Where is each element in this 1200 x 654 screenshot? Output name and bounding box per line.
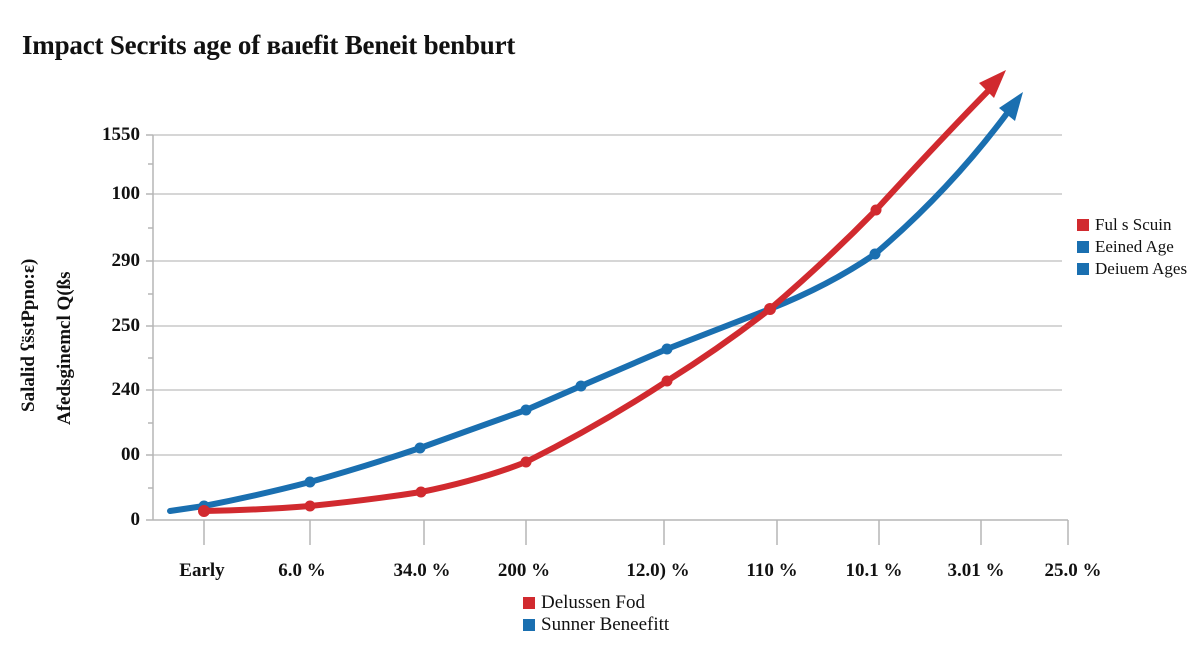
chart-title: Impact Secrits age of ʙaıefit Beneit ben… xyxy=(22,30,516,60)
legend-label: Eeined Age xyxy=(1095,237,1174,256)
legend-swatch-red xyxy=(523,597,535,609)
legend-bottom: Delussen Fod Sunner Beneefitt xyxy=(523,592,669,636)
series-blue xyxy=(167,92,1023,514)
x-tick-label: 3.01 % xyxy=(947,560,1005,581)
y-tick-label: 240 xyxy=(111,379,141,400)
legend-item[interactable]: Eeined Age xyxy=(1077,236,1187,258)
legend-item[interactable]: Delussen Fod xyxy=(523,592,669,614)
legend-label: Deiuem Ages xyxy=(1095,259,1188,278)
x-tick-label: 34.0 % xyxy=(393,560,451,581)
legend-swatch-blue xyxy=(1077,263,1089,275)
y-tick-label: 00 xyxy=(121,444,140,465)
x-tick-label: 25.0 % xyxy=(1044,560,1102,581)
x-tick-label: 10.1 % xyxy=(845,560,903,581)
gridlines xyxy=(153,134,1062,456)
series-red xyxy=(198,70,1006,517)
y-tick-label: 290 xyxy=(111,250,141,271)
legend-label: Sunner Beneefitt xyxy=(541,614,670,635)
axes xyxy=(146,134,1069,545)
y-tick-label: 100 xyxy=(111,183,141,204)
y-tick-label: 0 xyxy=(130,509,141,530)
legend-item[interactable]: Ful s Scuin xyxy=(1077,214,1187,236)
y-tick-label: 250 xyxy=(111,315,141,336)
x-tick-label: 200 % xyxy=(497,560,551,581)
legend-label: Delussen Fod xyxy=(541,592,645,613)
legend-right: Ful s Scuin Eeined Age Deiuem Ages xyxy=(1077,214,1187,280)
x-tick-label: Early xyxy=(179,560,225,581)
x-tick-label: 110 % xyxy=(746,560,798,581)
legend-item[interactable]: Deiuem Ages xyxy=(1077,258,1187,280)
legend-item[interactable]: Sunner Beneefitt xyxy=(523,614,669,636)
x-tick-label: 12.0) % xyxy=(626,560,690,581)
legend-label: Ful s Scuin xyxy=(1095,215,1172,234)
legend-swatch-blue xyxy=(1077,241,1089,253)
legend-swatch-red xyxy=(1077,219,1089,231)
y-tick-label: 1550 xyxy=(102,124,140,145)
x-tick-label: 6.0 % xyxy=(278,560,326,581)
legend-swatch-blue xyxy=(523,619,535,631)
